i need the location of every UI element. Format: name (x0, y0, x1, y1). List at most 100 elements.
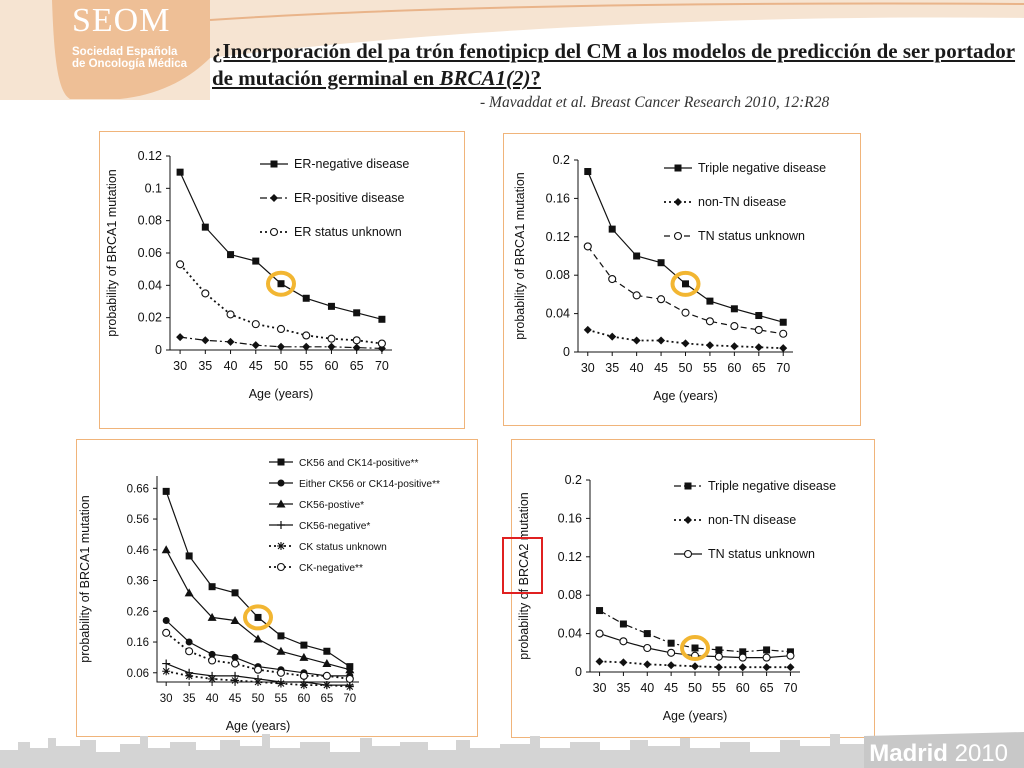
data-point (762, 653, 771, 662)
data-point (231, 676, 240, 685)
data-point (608, 274, 617, 284)
y-tick-label: 0.2 (565, 473, 582, 487)
data-point (227, 251, 235, 259)
data-point (254, 678, 262, 686)
y-tick-label: 0.12 (558, 550, 582, 564)
data-point (682, 280, 689, 288)
x-tick-label: 30 (581, 361, 595, 375)
footer-year: 2010 (954, 740, 1008, 767)
data-point (714, 663, 723, 672)
data-point (322, 681, 331, 690)
y-tick-label: 0 (155, 343, 162, 357)
data-point (230, 659, 240, 668)
y-tick-label: 0.16 (546, 191, 570, 205)
data-point (277, 280, 285, 288)
data-point (276, 668, 286, 677)
x-tick-label: 40 (224, 359, 238, 373)
data-point (302, 342, 311, 351)
x-tick-label: 55 (703, 361, 717, 375)
data-point (176, 333, 185, 342)
x-tick-label: 30 (160, 693, 173, 705)
data-point (632, 291, 641, 300)
legend-label: Triple negative disease (698, 161, 826, 175)
y-tick-label: 0.04 (558, 627, 582, 641)
data-point (763, 646, 771, 654)
data-point (322, 671, 331, 680)
data-point (583, 325, 592, 334)
y-tick-label: 0.06 (138, 246, 162, 260)
data-point (352, 343, 361, 352)
legend-marker (683, 549, 693, 559)
x-tick-label: 55 (712, 681, 726, 695)
data-point (667, 648, 676, 657)
legend-label: non-TN disease (698, 195, 786, 209)
logo-line-1: Sociedad Española (72, 46, 178, 58)
x-tick-label: 35 (616, 681, 630, 695)
data-point (657, 259, 665, 267)
x-tick-label: 60 (727, 361, 741, 375)
series-2 (161, 545, 355, 674)
data-point (739, 648, 747, 656)
x-tick-label: 50 (252, 693, 265, 705)
series-line (587, 246, 784, 335)
data-point (201, 289, 210, 298)
legend-label: CK status unknown (299, 542, 387, 553)
data-point (595, 629, 604, 638)
chart-er-status-brca1: 0 0.02 0.04 0.06 0.08 0.1 0.12 30 35 40 45 50 55 60 65… (99, 131, 465, 429)
data-point (162, 628, 171, 637)
data-point (691, 662, 699, 671)
data-point (779, 329, 788, 338)
data-point (208, 583, 216, 591)
y-tick-label: 0.06 (127, 668, 149, 680)
y-tick-label: 0.12 (138, 149, 162, 163)
series-2 (583, 242, 788, 338)
data-point (230, 616, 240, 625)
x-tick-label: 40 (206, 693, 219, 705)
x-tick-label: 70 (375, 359, 389, 373)
data-point (327, 342, 336, 351)
slide-title-main: ¿Incorporación del pa trón fenotipicp de… (212, 39, 1016, 90)
data-point (730, 305, 738, 313)
y-tick-label: 0.12 (546, 230, 570, 244)
footer-city: Madrid (869, 740, 948, 767)
data-point (632, 336, 641, 345)
data-point (619, 658, 628, 667)
x-tick-label: 50 (274, 359, 288, 373)
data-point (657, 336, 666, 345)
data-point (184, 588, 194, 597)
x-tick-label: 70 (784, 681, 798, 695)
y-tick-label: 0.56 (127, 514, 149, 526)
legend-label: ER status unknown (294, 225, 402, 239)
x-tick-label: 50 (679, 361, 693, 375)
data-point (226, 310, 235, 319)
x-tick-label: 70 (343, 693, 356, 705)
data-point (345, 682, 354, 691)
x-tick-label: 45 (654, 361, 668, 375)
chart-svg: 0 0.04 0.08 0.12 0.16 0.2 30 35 40 45 50 55 60 65 70 Ag… (517, 473, 836, 723)
data-point (754, 343, 763, 352)
x-tick-label: 60 (325, 359, 339, 373)
x-tick-label: 35 (183, 693, 196, 705)
x-tick-label: 55 (275, 693, 288, 705)
data-point (162, 617, 170, 625)
data-point (345, 665, 355, 674)
y-tick-label: 0.66 (127, 483, 149, 495)
x-tick-label: 60 (736, 681, 750, 695)
x-axis-label: Age (years) (653, 389, 718, 403)
data-point (251, 341, 260, 350)
x-tick-label: 65 (320, 693, 333, 705)
data-point (681, 339, 690, 348)
legend-marker (277, 458, 285, 466)
x-axis-label: Age (years) (249, 387, 314, 401)
x-tick-label: 65 (350, 359, 364, 373)
data-point (302, 331, 311, 340)
data-point (596, 607, 604, 615)
legend-marker (277, 479, 285, 487)
y-tick-label: 0.1 (145, 181, 162, 195)
legend-label: TN status unknown (708, 547, 815, 561)
data-point (162, 487, 170, 495)
x-tick-label: 30 (173, 359, 187, 373)
data-point (730, 342, 739, 351)
y-axis-label: probability of BRCA1 mutation (513, 172, 527, 339)
y-tick-label: 0.26 (127, 606, 149, 618)
